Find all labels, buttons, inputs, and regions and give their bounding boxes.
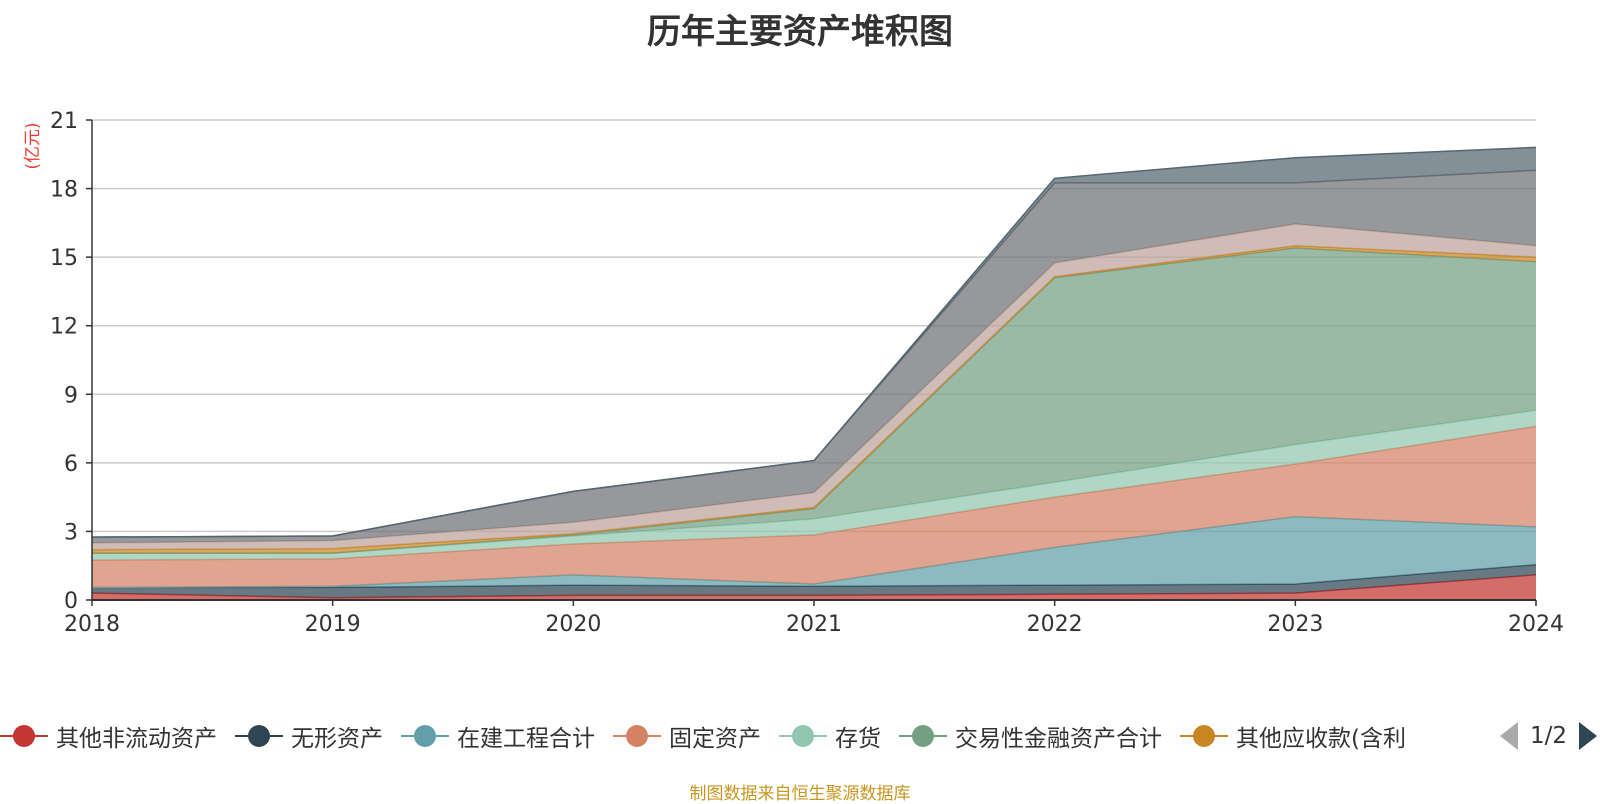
legend-item[interactable]: 其他应收款(含利 — [1180, 719, 1406, 753]
area-series-2 — [92, 516, 1536, 588]
legend-item[interactable]: 交易性金融资产合计 — [899, 719, 1162, 753]
area-series-1 — [92, 564, 1536, 598]
area-series-group — [91, 146, 1537, 600]
legend: 其他非流动资产 无形资产 在建工程合计 固定资产 存货 交易性金融资产合计 其他应收款(含利 — [0, 716, 1480, 756]
legend-label: 交易性金融资产合计 — [955, 726, 1162, 752]
legend-item[interactable]: 在建工程合计 — [401, 719, 595, 753]
y-tick-label: 21 — [50, 109, 78, 134]
legend-marker-icon — [0, 724, 48, 748]
x-tick-label: 2018 — [64, 612, 120, 637]
legend-label: 无形资产 — [291, 726, 383, 752]
legend-item[interactable]: 固定资产 — [613, 719, 761, 753]
area-series-3 — [92, 426, 1536, 588]
legend-label: 固定资产 — [669, 726, 761, 752]
legend-marker-icon — [779, 724, 827, 748]
area-series-8 — [92, 170, 1536, 543]
y-tick-label: 6 — [64, 452, 78, 477]
legend-label: 在建工程合计 — [457, 726, 595, 752]
y-tick-label: 3 — [64, 520, 78, 545]
y-tick-label: 18 — [50, 178, 78, 203]
area-series-4 — [92, 410, 1536, 560]
triangle-right-icon[interactable] — [1579, 722, 1598, 750]
x-tick-label: 2022 — [1027, 612, 1083, 637]
x-tick-label: 2019 — [305, 612, 361, 637]
stacked-area-chart: 0 3 6 9 12 15 18 21 2018 2019 2020 2021 2022 2023 2024… — [23, 109, 1564, 637]
legend-item[interactable]: 无形资产 — [235, 719, 383, 753]
source-note: 制图数据来自恒生聚源数据库 — [689, 784, 911, 804]
x-tick-label: 2020 — [545, 612, 601, 637]
x-tick-label: 2023 — [1267, 612, 1323, 637]
legend-item[interactable]: 存货 — [779, 719, 881, 753]
legend-item[interactable]: 其他非流动资产 — [0, 719, 217, 753]
x-tick-label: 2024 — [1508, 612, 1564, 637]
legend-pager: 1/2 — [1500, 716, 1598, 756]
y-tick-label: 9 — [64, 383, 78, 408]
legend-marker-icon — [235, 724, 283, 748]
legend-label: 存货 — [835, 726, 881, 752]
triangle-left-icon[interactable] — [1500, 722, 1518, 750]
area-series-line-9 — [91, 146, 1537, 538]
y-tick-label: 0 — [64, 589, 78, 614]
legend-marker-icon — [613, 724, 661, 748]
legend-label: 其他非流动资产 — [56, 726, 217, 752]
y-axis-unit-label: (亿元) — [23, 122, 43, 169]
legend-label: 其他应收款(含利 — [1236, 726, 1406, 752]
y-tick-label: 12 — [50, 315, 78, 340]
legend-marker-icon — [899, 724, 947, 748]
legend-marker-icon — [401, 724, 449, 748]
y-tick-label: 15 — [50, 246, 78, 271]
area-series-5 — [92, 248, 1536, 554]
legend-marker-icon — [1180, 724, 1228, 748]
chart-title: 历年主要资产堆积图 — [647, 12, 953, 52]
x-tick-label: 2021 — [786, 612, 842, 637]
axes: 0 3 6 9 12 15 18 21 2018 2019 2020 2021 2022 2023 2024 — [50, 109, 1564, 637]
legend-page-indicator: 1/2 — [1530, 723, 1568, 749]
